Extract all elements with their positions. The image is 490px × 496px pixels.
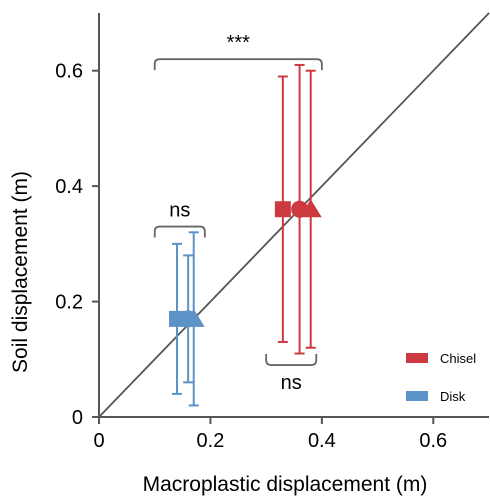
legend-label: Chisel: [440, 351, 476, 366]
significance-bracket: [265, 354, 318, 366]
significance-label: ***: [227, 32, 251, 54]
x-axis-title: Macroplastic displacement (m): [143, 473, 428, 496]
legend-swatch: [406, 391, 428, 401]
y-tick-label: 0.2: [55, 292, 83, 314]
data-point-triangle: [299, 199, 322, 218]
y-tick-label: 0.6: [55, 61, 83, 83]
x-tick-label: 0: [93, 430, 104, 452]
significance-label: ns: [169, 200, 190, 222]
x-tick-label: 0.2: [197, 430, 225, 452]
plot-area: 0 0.2 0.4 0.6 0 0.2 0.4 0.6 *** ns ns Chisel Disk: [55, 12, 490, 452]
significance-bracket: [153, 58, 323, 71]
data-point-triangle: [182, 308, 205, 327]
legend-swatch: [406, 353, 428, 363]
x-tick-label: 0.6: [419, 430, 447, 452]
y-tick-label: 0.4: [55, 176, 83, 198]
significance-label: ns: [281, 372, 302, 394]
data-point-square: [274, 201, 291, 218]
y-axis-title: Soil displacement (m): [9, 171, 32, 373]
x-tick-label: 0.4: [308, 430, 336, 452]
y-tick-label: 0: [72, 407, 83, 429]
legend-label: Disk: [440, 389, 466, 404]
significance-bracket: [153, 225, 206, 238]
